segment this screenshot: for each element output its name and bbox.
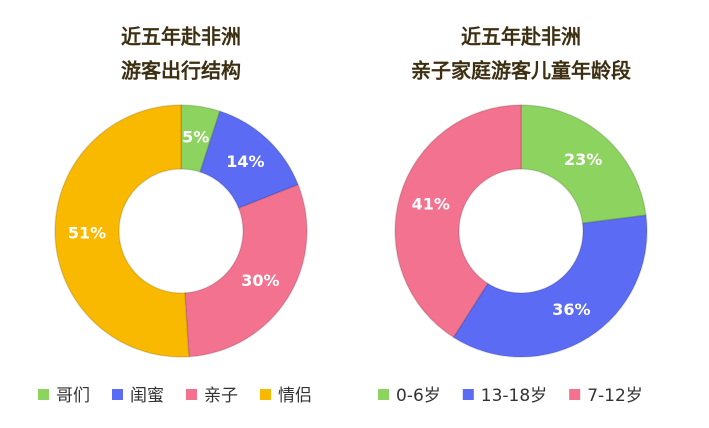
legend-swatch (260, 389, 271, 400)
legend-label: 0-6岁 (396, 386, 441, 406)
legend-label: 闺蜜 (130, 386, 164, 406)
donut-slice (452, 214, 648, 358)
chart-title: 游客出行结构 (121, 59, 241, 83)
legend-label: 哥们 (56, 386, 90, 406)
legend-swatch (462, 389, 474, 400)
chart-title: 近五年赴非洲 (121, 25, 241, 49)
data-label: 36% (552, 300, 590, 319)
data-label: 14% (226, 152, 264, 171)
legend-label: 亲子 (204, 386, 238, 406)
chart-title: 亲子家庭游客儿童年龄段 (411, 59, 631, 83)
data-label: 30% (241, 271, 279, 290)
data-label: 51% (68, 223, 106, 242)
legend-swatch (186, 389, 197, 400)
legend-label: 13-18岁 (481, 386, 547, 406)
data-label: 5% (182, 128, 209, 147)
donut-slice (54, 104, 190, 358)
legend-swatch (112, 389, 123, 400)
chart-title: 近五年赴非洲 (461, 25, 581, 49)
legend-swatch (378, 389, 389, 400)
data-label: 23% (564, 150, 602, 169)
donut-slice (199, 110, 300, 210)
donut-slice (394, 104, 522, 339)
data-label: 41% (412, 194, 450, 213)
legend-swatch (38, 389, 49, 400)
donut-slice (520, 104, 647, 225)
legend-swatch (569, 389, 581, 400)
legend-label: 7-12岁 (587, 386, 643, 406)
donut-slice (184, 183, 308, 358)
legend-label: 情侣 (278, 386, 312, 406)
